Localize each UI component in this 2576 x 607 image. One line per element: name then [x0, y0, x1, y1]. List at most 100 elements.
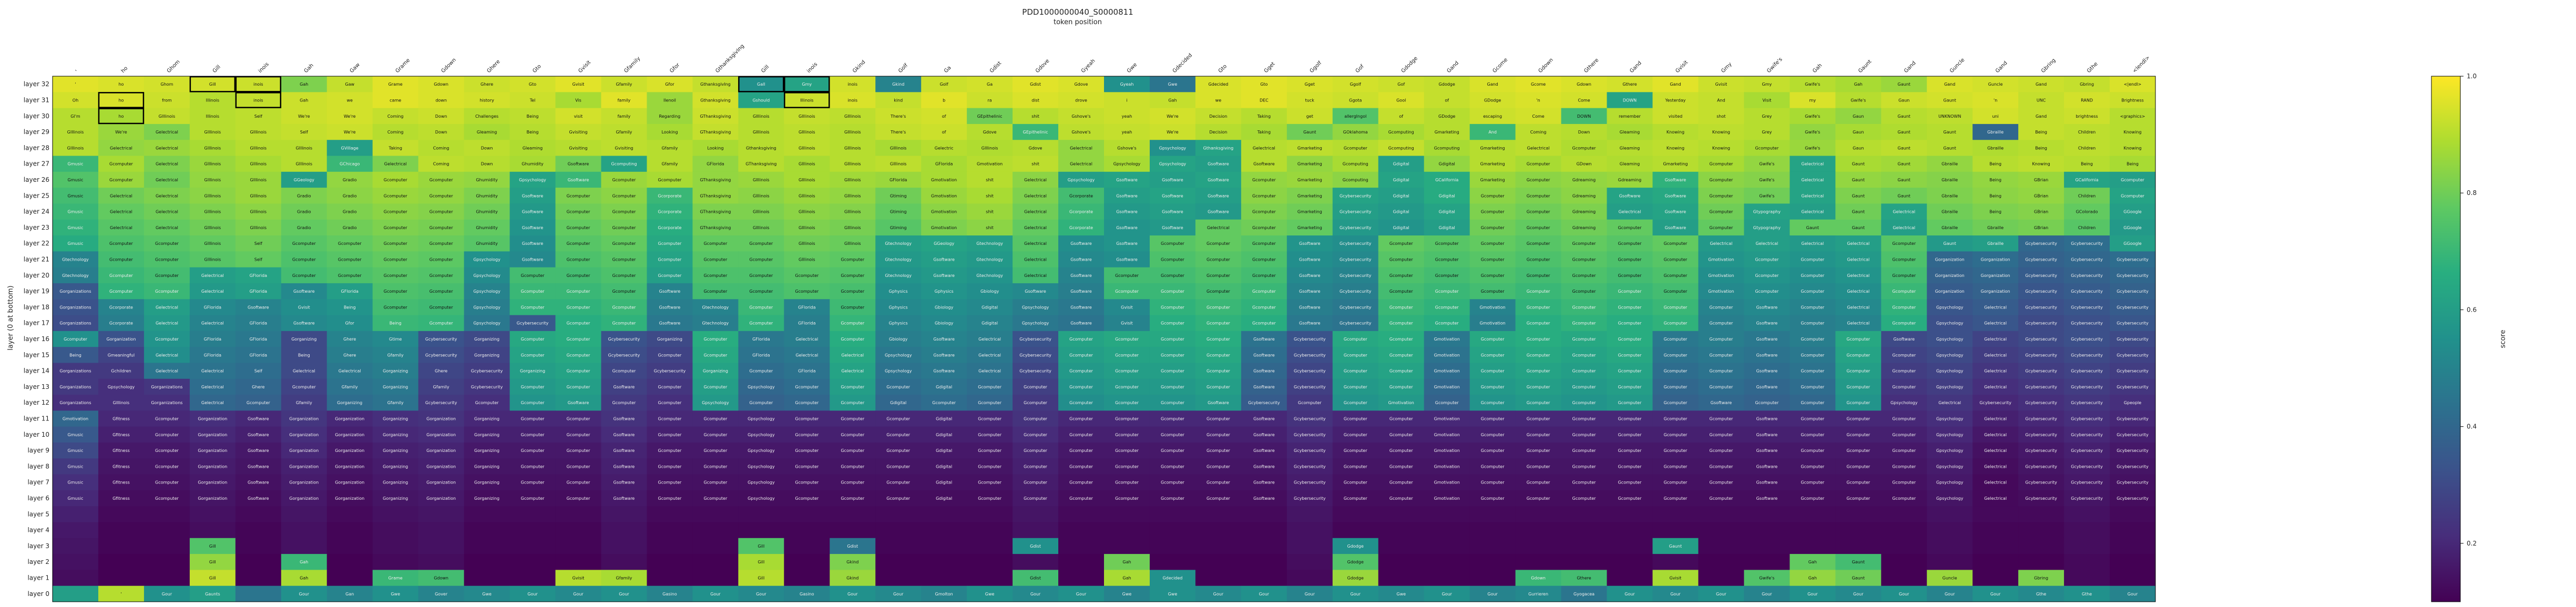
heatmap-cell	[555, 156, 601, 172]
heatmap-cell	[1790, 554, 1836, 570]
heatmap-cell	[921, 585, 967, 602]
cell-text: Gdreaming	[1572, 210, 1596, 214]
cell-text: Gcomputer	[886, 385, 910, 389]
cell-text: Gtechnology	[62, 257, 89, 262]
heatmap-cell	[1652, 315, 1699, 332]
heatmap-cell	[1515, 554, 1562, 570]
cell-text: Gcomputer	[1710, 305, 1733, 310]
cell-text: Gcomputer	[1572, 369, 1596, 374]
heatmap-cell	[1698, 410, 1744, 427]
heatmap-cell	[1332, 203, 1379, 220]
heatmap-cell	[1332, 188, 1379, 204]
heatmap-cell	[281, 315, 328, 332]
heatmap-cell	[1058, 315, 1105, 332]
heatmap-cell	[692, 474, 739, 491]
cell-text: Gcomputer	[1618, 464, 1642, 469]
heatmap-cell	[1149, 171, 1196, 188]
heatmap-cell	[1835, 410, 1882, 427]
cell-text: Gcomputer	[1389, 433, 1413, 437]
heatmap-cell	[1195, 251, 1242, 268]
heatmap-cell	[2018, 219, 2064, 236]
heatmap-cell	[2064, 331, 2110, 347]
cell-text: GIllinois	[799, 146, 815, 150]
cell-text: Gorganization	[426, 433, 456, 437]
heatmap-cell	[1972, 522, 2019, 539]
heatmap-cell	[2064, 140, 2110, 157]
cell-text: Gah	[1854, 82, 1863, 87]
heatmap-cell	[555, 92, 601, 109]
heatmap-cell	[601, 570, 647, 587]
cell-text: Gcybersecurity	[2117, 305, 2149, 310]
cell-text: Gsoftware	[1070, 321, 1092, 326]
cell-text: Gsoftware	[1253, 162, 1275, 167]
cell-text: Gkind	[892, 82, 904, 87]
cell-text: Gaunt	[1852, 576, 1865, 581]
cell-text: Gcomputer	[384, 305, 407, 310]
cell-text: Gcomputer	[1481, 464, 1505, 469]
cell-text: Gcomputer	[1618, 337, 1642, 342]
cell-text: Gcomputer	[1664, 305, 1688, 310]
layer-label: layer 11	[24, 415, 49, 423]
cell-text: GThanksgiving	[700, 210, 731, 214]
cell-text: Gelectrical	[1984, 385, 2007, 389]
cell-text: Gcomputer	[1710, 193, 1733, 198]
cell-text: Gcybersecurity	[2025, 385, 2057, 389]
heatmap-cell	[1607, 76, 1653, 92]
heatmap-cell	[1515, 363, 1562, 379]
cell-text: Gcomputer	[1527, 448, 1550, 453]
cell-text: Gcybersecurity	[425, 400, 457, 405]
heatmap-cell	[418, 474, 465, 491]
cell-text: Grey	[1762, 130, 1772, 135]
heatmap-cell	[1652, 506, 1699, 522]
cell-text: Gcomputer	[1710, 210, 1733, 214]
cell-text: Gcomputer	[430, 241, 453, 246]
heatmap-cell	[1195, 554, 1242, 570]
cell-text: Gcomputer	[1207, 273, 1230, 278]
heatmap-cell	[1561, 426, 1608, 443]
layer-label: layer 16	[24, 335, 49, 343]
heatmap-cell	[144, 251, 190, 268]
heatmap-cell	[1927, 203, 1973, 220]
heatmap-cell	[189, 490, 236, 507]
heatmap-cell	[53, 76, 99, 92]
cell-text: Gcomputer	[1664, 353, 1688, 357]
layer-label: layer 13	[24, 383, 49, 390]
heatmap-cell	[647, 395, 693, 411]
heatmap-cell	[464, 92, 510, 109]
cell-text: Gwe	[391, 592, 400, 596]
heatmap-cell	[875, 219, 922, 236]
heatmap-cell	[1332, 235, 1379, 252]
cell-text: GEpithelinic	[1023, 130, 1048, 135]
cell-text: Gcomputer	[886, 448, 910, 453]
cell-text: Gcomputer	[1024, 448, 1047, 453]
cell-text: yeah	[1122, 114, 1132, 119]
heatmap-cell	[509, 299, 556, 316]
cell-text: Gpsychology	[748, 496, 775, 501]
cell-text: Gmusic	[68, 193, 84, 198]
cell-text: Gcomputer	[703, 496, 727, 501]
heatmap-cell	[509, 92, 556, 109]
cell-text: Gmusic	[68, 448, 84, 453]
cell-text: Gour	[1259, 592, 1270, 596]
heatmap-cell	[1607, 538, 1653, 554]
heatmap-cell	[2110, 219, 2156, 236]
heatmap-cell	[692, 395, 739, 411]
cell-text: Gcomputer	[1252, 210, 1276, 214]
heatmap-cell	[830, 458, 876, 475]
heatmap-cell	[281, 267, 328, 284]
cell-text: Gcomputer	[978, 464, 1001, 469]
cell-text: Gcybersecurity	[1340, 210, 1372, 214]
cell-text: Gcybersecurity	[471, 369, 503, 374]
cell-text: Gorganizations	[59, 321, 91, 326]
heatmap-cell	[555, 219, 601, 236]
cell-text: Gcybersecurity	[1248, 400, 1280, 405]
heatmap-cell	[235, 538, 282, 554]
heatmap-cell	[2064, 283, 2110, 300]
heatmap-cell	[555, 474, 601, 491]
heatmap-cell	[555, 554, 601, 570]
heatmap-cell	[784, 585, 830, 602]
heatmap-cell	[372, 442, 419, 459]
cell-text: of	[1445, 98, 1449, 102]
heatmap-cell	[1607, 267, 1653, 284]
cell-text: Gcomputer	[1527, 353, 1550, 357]
